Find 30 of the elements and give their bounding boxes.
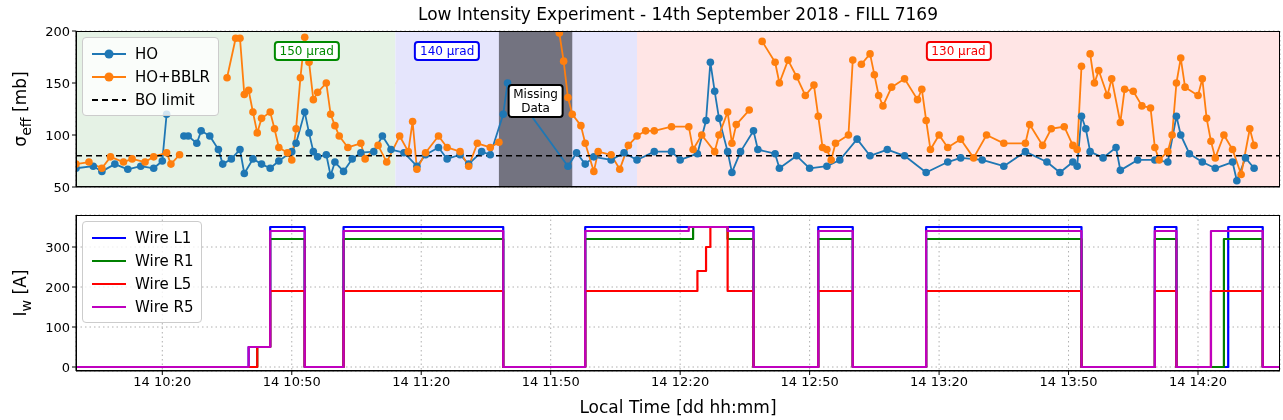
legend-label: Wire L5 [135, 274, 192, 293]
y-tick-label: 0 [61, 359, 70, 375]
legend-label: Wire R1 [135, 251, 194, 270]
legend-label: Wire R5 [135, 297, 194, 316]
x-tick-label: 14 10:50 [262, 374, 321, 390]
legend-label: Wire L1 [135, 228, 192, 247]
y-tick-label: 200 [45, 23, 70, 39]
legend-label: HO [135, 44, 159, 63]
y-tick-label: 150 [45, 75, 70, 91]
x-tick-label: 14 12:50 [780, 374, 839, 390]
y-tick-label: 200 [45, 279, 70, 295]
x-tick-label: 14 13:20 [910, 374, 969, 390]
y-tick-label: 100 [45, 127, 70, 143]
legend-label: HO+BBLR [135, 67, 211, 86]
x-tick-label: 14 11:50 [521, 374, 580, 390]
x-tick-label: 14 12:20 [651, 374, 710, 390]
band-label: 150 µrad [273, 41, 340, 61]
x-tick-label: 14 10:20 [133, 374, 192, 390]
x-tick-label: 14 11:20 [392, 374, 451, 390]
y-tick-label: 300 [45, 239, 70, 255]
y-tick-label: 50 [53, 179, 70, 195]
band-label: Missing Data [507, 84, 564, 119]
x-tick-label: 14 14:20 [1168, 374, 1228, 390]
band-label: 140 µrad [413, 41, 481, 61]
band-label: 130 µrad [925, 41, 992, 61]
chart-title: Low Intensity Experiment - 14th September 2018 - FILL 7169 [417, 4, 939, 24]
y-tick-label: 100 [45, 319, 70, 335]
x-axis-title: Local Time [dd hh:mm] [578, 397, 778, 417]
legend-label: BO limit [135, 90, 195, 109]
x-tick-label: 14 13:50 [1039, 374, 1098, 390]
